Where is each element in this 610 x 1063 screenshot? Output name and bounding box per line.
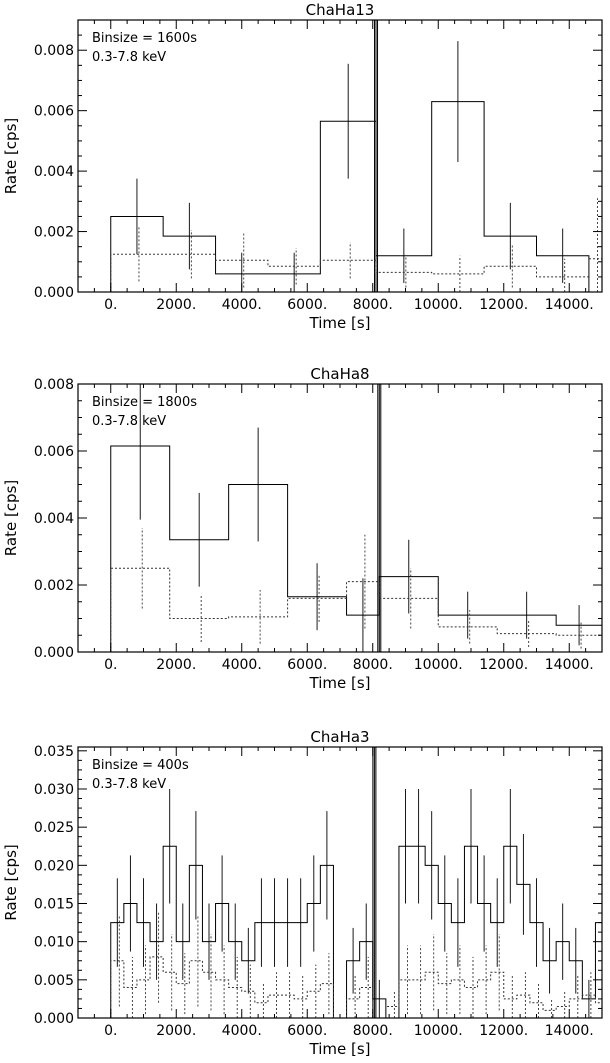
y-axis-label: Rate [cps]	[2, 480, 20, 556]
x-tick-label: 6000.	[287, 1023, 327, 1039]
chart-panel-chaha13: ChaHa13 Binsize = 1600s 0.3-7.8 keV 0. 2000.…	[2, 1, 603, 332]
source-lightcurve-series	[110, 845, 602, 1018]
background-lightcurve-series	[110, 567, 602, 652]
x-tick-label: 2000.	[156, 297, 196, 313]
y-tick-label: 0.006	[34, 444, 74, 460]
y-axis-label: Rate [cps]	[2, 118, 20, 194]
y-tick-label: 0.010	[34, 935, 74, 951]
background-lightcurve-series	[110, 956, 602, 1018]
y-tick-label: 0.035	[34, 744, 74, 760]
x-axis-label: Time [s]	[309, 1040, 371, 1058]
y-tick-label: 0.002	[34, 578, 74, 594]
chart-annotation: Binsize = 1600s	[92, 31, 197, 46]
x-tick-label: 2000.	[156, 1023, 196, 1039]
chart-annotation: Binsize = 400s	[92, 758, 189, 773]
source-lightcurve-series	[110, 445, 602, 652]
x-tick-label: 14000.	[545, 657, 594, 673]
x-tick-label: 0.	[104, 1023, 117, 1039]
y-tick-label: 0.030	[34, 782, 74, 798]
y-axis-label: Rate [cps]	[2, 844, 20, 920]
x-tick-label: 8000.	[353, 1023, 393, 1039]
x-axis-label: Time [s]	[309, 674, 371, 692]
x-tick-label: 14000.	[545, 1023, 594, 1039]
y-tick-label: 0.004	[34, 164, 74, 180]
x-tick-label: 4000.	[222, 297, 262, 313]
chart-title: ChaHa13	[306, 1, 375, 19]
x-tick-label: 10000.	[414, 657, 463, 673]
x-tick-label: 8000.	[353, 297, 393, 313]
x-tick-label: 4000.	[222, 657, 262, 673]
x-tick-label: 8000.	[353, 657, 393, 673]
x-tick-label: 2000.	[156, 657, 196, 673]
x-tick-label: 6000.	[287, 297, 327, 313]
y-tick-label: 0.004	[34, 511, 74, 527]
chart-annotation: 0.3-7.8 keV	[92, 777, 166, 792]
source-lightcurve-series	[110, 101, 590, 292]
y-tick-label: 0.008	[34, 377, 74, 393]
x-tick-label: 10000.	[414, 297, 463, 313]
chart-annotation: Binsize = 1800s	[92, 395, 197, 410]
y-tick-label: 0.015	[34, 896, 74, 912]
chart-title: ChaHa3	[310, 728, 369, 746]
x-tick-label: 6000.	[287, 657, 327, 673]
y-tick-label: 0.000	[34, 1011, 74, 1027]
y-tick-label: 0.006	[34, 104, 74, 120]
x-tick-label: 10000.	[414, 1023, 463, 1039]
background-lightcurve-series	[110, 253, 602, 292]
y-tick-label: 0.008	[34, 43, 74, 59]
x-tick-label: 12000.	[479, 657, 528, 673]
y-tick-label: 0.005	[34, 973, 74, 989]
x-tick-label: 12000.	[479, 297, 528, 313]
y-tick-label: 0.002	[34, 225, 74, 241]
x-tick-label: 0.	[104, 297, 117, 313]
chart-annotation: 0.3-7.8 keV	[92, 414, 166, 429]
y-tick-label: 0.000	[34, 645, 74, 661]
chart-panel-chaha8: ChaHa8 Binsize = 1800s 0.3-7.8 keV 0. 2000. 4…	[2, 365, 603, 692]
x-tick-label: 4000.	[222, 1023, 262, 1039]
chart-annotation: 0.3-7.8 keV	[92, 50, 166, 65]
x-tick-label: 14000.	[545, 297, 594, 313]
y-tick-label: 0.025	[34, 820, 74, 836]
chart-panel-chaha3: ChaHa3 Binsize = 400s 0.3-7.8 keV 0. 2000. 40…	[2, 728, 603, 1058]
y-tick-label: 0.020	[34, 858, 74, 874]
x-axis-label: Time [s]	[309, 314, 371, 332]
chart-title: ChaHa8	[310, 365, 369, 383]
y-tick-label: 0.000	[34, 285, 74, 301]
x-tick-label: 12000.	[479, 1023, 528, 1039]
x-tick-label: 0.	[104, 657, 117, 673]
